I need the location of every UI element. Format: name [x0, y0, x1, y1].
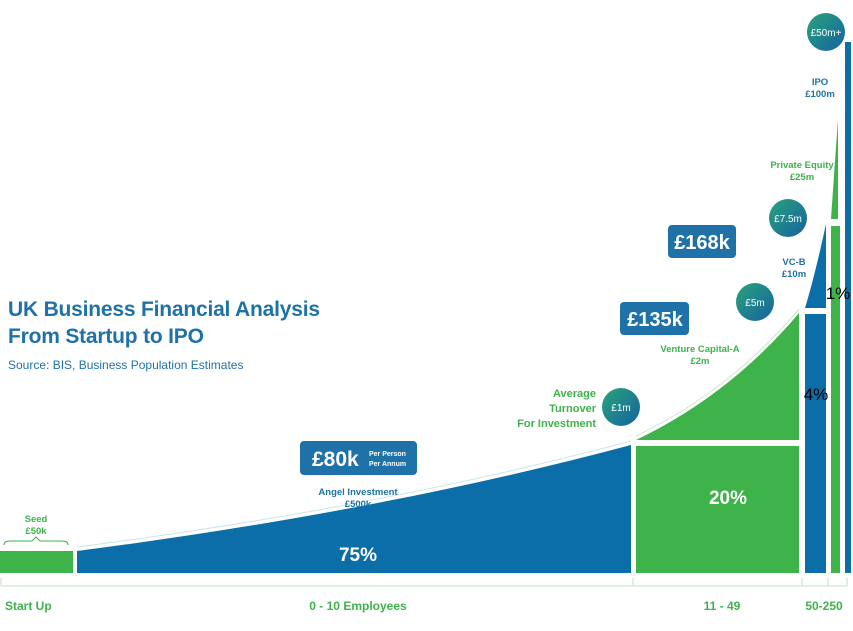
stage-pe-amount: £25m: [790, 172, 814, 183]
share-label-20: 20%: [709, 488, 747, 509]
stage-pe-name: Private Equity: [770, 160, 834, 171]
salary-box-80k-note-2: Per Annum: [369, 461, 406, 468]
share-label-1: 1%: [826, 284, 851, 303]
medium-area-lower: [805, 314, 826, 573]
stage-angel-amount: £500k: [345, 499, 372, 510]
share-label-4: 4%: [804, 385, 829, 404]
bubble-50m: £50m+: [807, 13, 845, 51]
salary-box-80k: £80k Per Person Per Annum: [300, 441, 417, 475]
turnover-label: Average Turnover For Investment: [517, 388, 597, 430]
bubble-7-5m: £7.5m: [769, 199, 807, 237]
salary-box-80k-value: £80k: [312, 448, 359, 471]
bubble-1m-label: £1m: [611, 403, 630, 414]
stage-ipo: IPO £100m: [805, 77, 835, 100]
title-line-1: UK Business Financial Analysis: [8, 298, 320, 321]
stage-private-equity: Private Equity £25m: [770, 160, 834, 183]
stage-angel: Angel Investment £500k: [318, 487, 398, 510]
curve-outline-1: [76, 440, 632, 548]
ipo-bar: [845, 42, 851, 573]
bubble-7-5m-label: £7.5m: [774, 214, 802, 225]
bubble-7-5m-circle: [769, 199, 807, 237]
category-50-250: 50-250: [805, 599, 843, 613]
bubble-50m-circle: [807, 13, 845, 51]
salary-box-135k: £135k: [620, 302, 689, 335]
bubble-1m: £1m: [602, 388, 640, 426]
stage-vc-a: Venture Capital-A £2m: [660, 344, 739, 367]
salary-box-80k-bg: [300, 441, 417, 475]
turnover-label-line-1: Average: [553, 388, 596, 400]
bubble-50m-label: £50m+: [811, 28, 842, 39]
axis-ticks: [0, 578, 848, 586]
small-area-lower: [636, 446, 799, 573]
salary-box-168k: £168k: [668, 225, 736, 258]
salary-box-168k-value: £168k: [674, 232, 730, 254]
source-note: Source: BIS, Business Population Estimat…: [8, 358, 244, 372]
stage-angel-name: Angel Investment: [318, 487, 398, 498]
stage-vc-a-name: Venture Capital-A: [660, 344, 739, 355]
turnover-label-line-2: Turnover: [549, 403, 597, 415]
bubble-5m: £5m: [736, 283, 774, 321]
small-area-upper: [636, 313, 799, 440]
bubble-1m-circle: [602, 388, 640, 426]
large-area-lower: [831, 226, 840, 573]
title-line-2: From Startup to IPO: [8, 325, 204, 348]
stage-ipo-name: IPO: [812, 77, 828, 88]
startup-area: [0, 551, 73, 573]
medium-area-upper: [805, 224, 826, 308]
stage-ipo-amount: £100m: [805, 89, 835, 100]
stage-vc-a-amount: £2m: [690, 356, 709, 367]
stage-seed-amount: £50k: [25, 526, 47, 537]
bubble-5m-circle: [736, 283, 774, 321]
stage-seed: Seed £50k: [3, 514, 69, 546]
category-startup: Start Up: [5, 599, 52, 613]
salary-box-135k-value: £135k: [627, 309, 683, 331]
bubble-5m-label: £5m: [745, 298, 764, 309]
category-11-49: 11 - 49: [704, 599, 741, 613]
share-label-75: 75%: [339, 545, 377, 566]
stage-seed-name: Seed: [25, 514, 48, 525]
stage-vc-b-name: VC-B: [782, 257, 805, 268]
stage-vc-b-amount: £10m: [782, 269, 806, 280]
chart-title: UK Business Financial Analysis From Star…: [8, 296, 320, 350]
curve-outline-2: [635, 308, 800, 437]
large-area-upper: [831, 120, 838, 219]
salary-box-80k-note-1: Per Person: [369, 451, 406, 458]
turnover-label-line-3: For Investment: [517, 418, 596, 430]
micro-area: [77, 445, 631, 573]
category-0-10: 0 - 10 Employees: [309, 599, 407, 613]
salary-box-168k-bg: [668, 225, 736, 258]
salary-box-135k-bg: [620, 302, 689, 335]
stage-vc-b: VC-B £10m: [782, 257, 806, 280]
seed-brace: [3, 536, 69, 546]
